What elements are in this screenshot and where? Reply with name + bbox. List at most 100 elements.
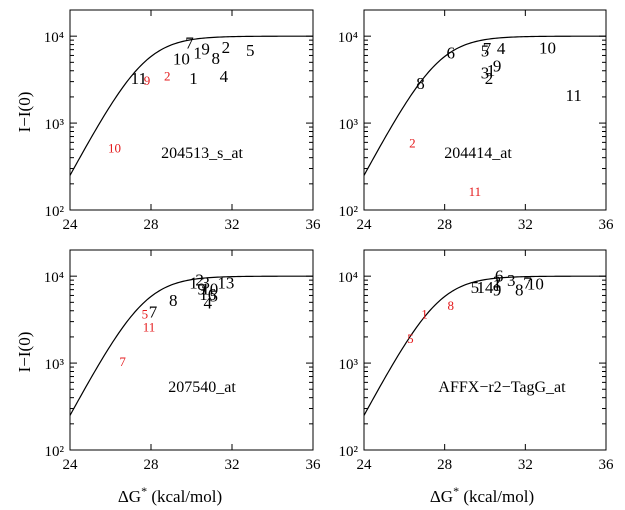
x-tick-label: 32 (225, 457, 240, 473)
probe-label: 6 (446, 43, 455, 62)
x-tick-label: 28 (144, 457, 159, 473)
probe-label: 16 (199, 285, 216, 304)
ylabel-top: I−I(0) (15, 92, 34, 133)
xlabel-left-suffix: (kcal/mol) (147, 487, 222, 506)
probe-label: 13 (217, 274, 234, 293)
probe-label: 1 (493, 276, 502, 295)
probe-label: 10 (108, 140, 121, 155)
x-tick-label: 36 (599, 457, 615, 473)
plot-frame (363, 9, 607, 211)
probe-label: 6 (495, 266, 504, 285)
probe-label: 1 (487, 61, 496, 80)
panel-title: AFFX−r2−TagG_at (438, 379, 566, 396)
probe-label: 11 (469, 184, 482, 199)
probe-label: 2 (493, 272, 502, 291)
x-tick-label: 28 (144, 217, 159, 233)
x-tick-label: 24 (357, 217, 373, 233)
probe-label: 2 (485, 69, 494, 88)
probe-label: 11 (143, 320, 156, 335)
x-tick-label: 28 (437, 457, 452, 473)
probe-label: 2 (409, 136, 416, 151)
probe-label: 10 (539, 39, 556, 58)
probe-label: 8 (447, 298, 454, 313)
fit-curve (363, 35, 606, 176)
probe-label: 9 (201, 40, 210, 59)
x-tick-label: 32 (518, 217, 533, 233)
fit-curve (69, 275, 313, 416)
probe-label: 2 (195, 270, 204, 289)
plot-frame (69, 9, 314, 211)
probe-label: 5 (142, 307, 149, 322)
fit-curve (69, 35, 313, 176)
x-tick-label: 32 (518, 457, 533, 473)
probe-label: 7 (149, 303, 158, 322)
probe-label: 1 (189, 273, 198, 292)
plot-frame (69, 249, 314, 451)
y-tick-label: 10³ (339, 117, 359, 133)
probe-label: 7 (523, 274, 532, 293)
probe-label: 10 (201, 280, 218, 299)
panel-title: 204414_at (444, 145, 512, 162)
xlabel-left-sup: * (141, 484, 147, 498)
probe-label: 8 (416, 74, 425, 93)
probe-label: 5 (481, 42, 490, 61)
x-tick-label: 24 (63, 217, 79, 233)
probe-label: 9 (197, 280, 206, 299)
probe-label: 1 (193, 43, 202, 62)
ylabel-bottom: I−I(0) (15, 332, 34, 373)
y-tick-label: 10² (339, 444, 359, 460)
probe-label: 5 (210, 286, 219, 305)
probe-label: 9 (493, 281, 502, 300)
x-tick-label: 36 (306, 217, 322, 233)
y-tick-label: 10² (339, 204, 359, 220)
probe-label: 10 (527, 275, 544, 294)
probe-label: 7 (483, 39, 492, 58)
probe-label: 5 (407, 331, 414, 346)
x-tick-label: 24 (63, 457, 79, 473)
xlabel-left: ΔG* (kcal/mol) (118, 484, 222, 506)
probe-label: 5 (246, 41, 255, 60)
probe-label: 7 (185, 33, 194, 52)
probe-label: 1 (421, 307, 428, 322)
probe-label: 10 (173, 50, 190, 69)
probe-label: 8 (515, 281, 524, 300)
probe-label: 8 (169, 291, 178, 310)
y-tick-label: 10³ (339, 357, 359, 373)
probe-label: 3 (507, 271, 516, 290)
probe-label: 9 (493, 56, 502, 75)
probe-label: 4 (220, 67, 229, 86)
y-tick-label: 10⁴ (338, 270, 358, 286)
fit-curve (363, 275, 606, 416)
xlabel-right-suffix: (kcal/mol) (459, 487, 534, 506)
panel-title: 207540_at (168, 379, 236, 396)
probe-label: 14 (477, 278, 495, 297)
xlabel-right-sup: * (453, 484, 459, 498)
probe-label: 11 (131, 69, 147, 88)
probe-label: 5 (471, 278, 480, 297)
probe-label: 2 (164, 69, 171, 84)
x-tick-label: 24 (357, 457, 373, 473)
y-tick-label: 10⁴ (338, 30, 358, 46)
probe-label: 11 (566, 86, 582, 105)
probe-label: 4 (497, 39, 506, 58)
xlabel-right-prefix: ΔG (430, 487, 453, 506)
x-tick-label: 28 (437, 217, 452, 233)
probe-label: 7 (119, 354, 126, 369)
plot-frame (363, 249, 607, 451)
x-tick-label: 32 (225, 217, 240, 233)
probe-label: 8 (212, 49, 221, 68)
y-tick-label: 10⁴ (44, 270, 64, 286)
y-tick-label: 10² (45, 204, 65, 220)
y-tick-label: 10³ (45, 117, 65, 133)
probe-label: 9 (144, 73, 151, 88)
y-tick-label: 10³ (45, 357, 65, 373)
xlabel-left-prefix: ΔG (118, 487, 141, 506)
probe-label: 3 (201, 273, 210, 292)
panel-title: 204513_s_at (161, 145, 243, 162)
y-tick-label: 10⁴ (44, 30, 64, 46)
probe-label: 4 (203, 293, 212, 312)
y-tick-label: 10² (45, 444, 65, 460)
